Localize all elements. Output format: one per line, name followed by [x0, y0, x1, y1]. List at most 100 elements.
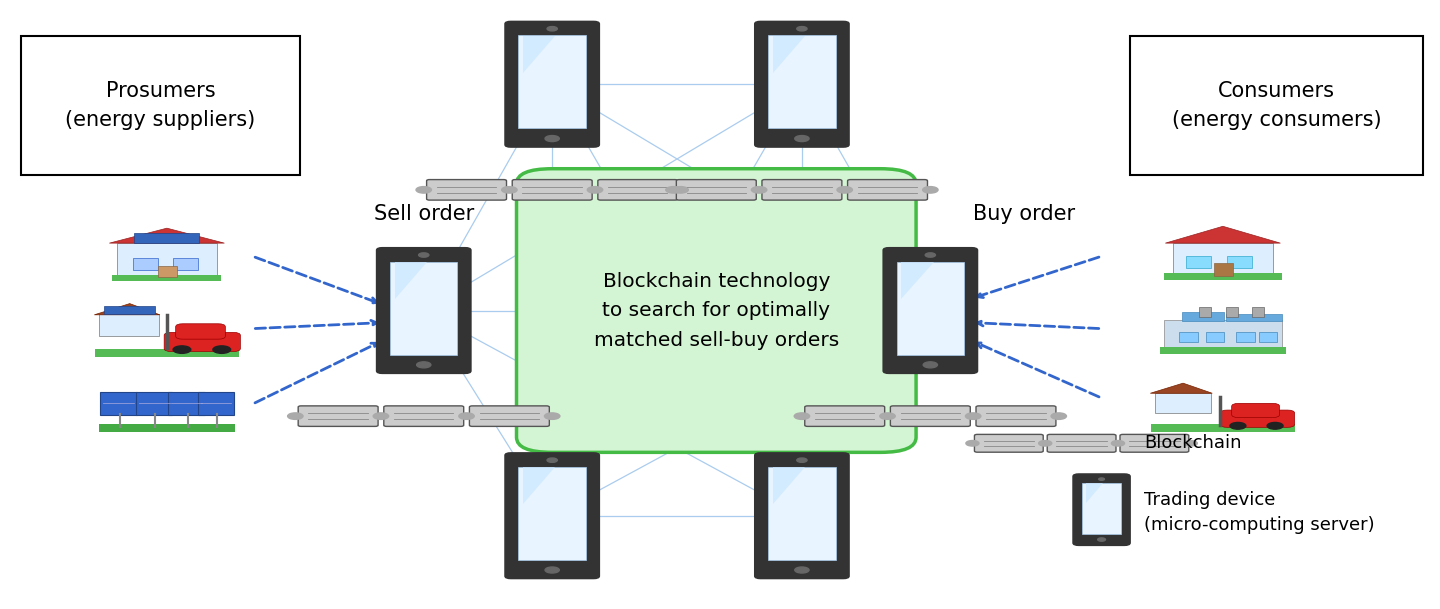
- FancyBboxPatch shape: [768, 35, 835, 128]
- Circle shape: [1230, 423, 1246, 429]
- FancyBboxPatch shape: [101, 392, 137, 415]
- Polygon shape: [95, 304, 160, 315]
- FancyBboxPatch shape: [848, 180, 927, 200]
- Circle shape: [419, 253, 429, 257]
- FancyBboxPatch shape: [1225, 307, 1237, 317]
- Circle shape: [544, 413, 560, 420]
- Circle shape: [880, 413, 896, 420]
- Circle shape: [752, 186, 768, 193]
- Text: Buy order: Buy order: [973, 204, 1076, 224]
- FancyBboxPatch shape: [176, 324, 225, 339]
- Circle shape: [373, 413, 389, 420]
- FancyBboxPatch shape: [104, 306, 156, 314]
- FancyBboxPatch shape: [768, 467, 835, 560]
- Circle shape: [546, 567, 559, 573]
- Circle shape: [459, 413, 474, 420]
- Circle shape: [547, 458, 557, 462]
- FancyBboxPatch shape: [112, 275, 222, 281]
- Circle shape: [1051, 413, 1067, 420]
- FancyBboxPatch shape: [883, 248, 978, 373]
- FancyBboxPatch shape: [469, 406, 549, 426]
- Circle shape: [923, 362, 937, 368]
- Circle shape: [1184, 440, 1197, 446]
- FancyBboxPatch shape: [1172, 242, 1273, 275]
- Text: Trading device
(micro-computing server): Trading device (micro-computing server): [1145, 491, 1375, 534]
- Text: Sell order: Sell order: [374, 204, 474, 224]
- Circle shape: [1097, 538, 1106, 541]
- Polygon shape: [1151, 383, 1212, 393]
- FancyBboxPatch shape: [95, 348, 239, 357]
- FancyBboxPatch shape: [1227, 256, 1251, 268]
- Circle shape: [796, 27, 806, 31]
- Circle shape: [796, 458, 806, 462]
- FancyBboxPatch shape: [197, 392, 235, 415]
- FancyBboxPatch shape: [1130, 36, 1423, 175]
- Polygon shape: [523, 36, 556, 72]
- Circle shape: [665, 186, 681, 193]
- Circle shape: [588, 186, 603, 193]
- FancyBboxPatch shape: [513, 180, 592, 200]
- FancyBboxPatch shape: [1220, 410, 1295, 428]
- Circle shape: [1267, 423, 1283, 429]
- Circle shape: [288, 413, 302, 420]
- Circle shape: [923, 186, 937, 193]
- FancyBboxPatch shape: [755, 453, 850, 579]
- Circle shape: [926, 253, 936, 257]
- Circle shape: [1038, 440, 1051, 446]
- Circle shape: [501, 186, 517, 193]
- Text: Blockchain: Blockchain: [1145, 434, 1241, 452]
- FancyBboxPatch shape: [99, 424, 235, 432]
- FancyBboxPatch shape: [1205, 332, 1224, 342]
- FancyBboxPatch shape: [1164, 320, 1282, 349]
- FancyBboxPatch shape: [298, 406, 379, 426]
- FancyBboxPatch shape: [518, 467, 586, 560]
- FancyBboxPatch shape: [677, 180, 756, 200]
- FancyBboxPatch shape: [1231, 403, 1280, 418]
- Circle shape: [546, 136, 559, 141]
- Polygon shape: [109, 228, 225, 243]
- Polygon shape: [395, 262, 428, 299]
- FancyBboxPatch shape: [1259, 332, 1277, 342]
- Circle shape: [795, 136, 809, 141]
- FancyBboxPatch shape: [1159, 347, 1286, 354]
- FancyBboxPatch shape: [1214, 263, 1233, 275]
- FancyBboxPatch shape: [755, 21, 850, 147]
- Polygon shape: [523, 468, 556, 504]
- FancyBboxPatch shape: [518, 35, 586, 128]
- FancyBboxPatch shape: [117, 242, 217, 278]
- FancyBboxPatch shape: [1179, 332, 1198, 342]
- Polygon shape: [901, 262, 933, 299]
- Circle shape: [1112, 440, 1125, 446]
- FancyBboxPatch shape: [1073, 474, 1130, 545]
- Circle shape: [416, 362, 431, 368]
- Polygon shape: [773, 468, 805, 504]
- FancyBboxPatch shape: [1120, 434, 1189, 452]
- Circle shape: [547, 27, 557, 31]
- Text: Prosumers
(energy suppliers): Prosumers (energy suppliers): [65, 80, 255, 130]
- FancyBboxPatch shape: [517, 169, 916, 452]
- FancyBboxPatch shape: [505, 21, 599, 147]
- Circle shape: [965, 413, 981, 420]
- FancyBboxPatch shape: [1155, 393, 1211, 412]
- FancyBboxPatch shape: [1047, 434, 1116, 452]
- FancyBboxPatch shape: [1225, 314, 1282, 321]
- Circle shape: [213, 346, 230, 353]
- FancyBboxPatch shape: [132, 258, 158, 270]
- FancyBboxPatch shape: [377, 248, 471, 373]
- FancyBboxPatch shape: [168, 392, 204, 415]
- Circle shape: [966, 440, 979, 446]
- FancyBboxPatch shape: [975, 434, 1043, 452]
- Circle shape: [416, 186, 432, 193]
- Circle shape: [795, 567, 809, 573]
- FancyBboxPatch shape: [1187, 256, 1211, 268]
- FancyBboxPatch shape: [890, 406, 971, 426]
- Polygon shape: [1086, 483, 1103, 503]
- FancyBboxPatch shape: [384, 406, 464, 426]
- FancyBboxPatch shape: [1200, 307, 1211, 317]
- FancyBboxPatch shape: [1237, 332, 1256, 342]
- Circle shape: [173, 346, 190, 353]
- Circle shape: [837, 186, 852, 193]
- FancyBboxPatch shape: [1164, 273, 1282, 280]
- Circle shape: [795, 413, 809, 420]
- Text: Consumers
(energy consumers): Consumers (energy consumers): [1172, 80, 1381, 130]
